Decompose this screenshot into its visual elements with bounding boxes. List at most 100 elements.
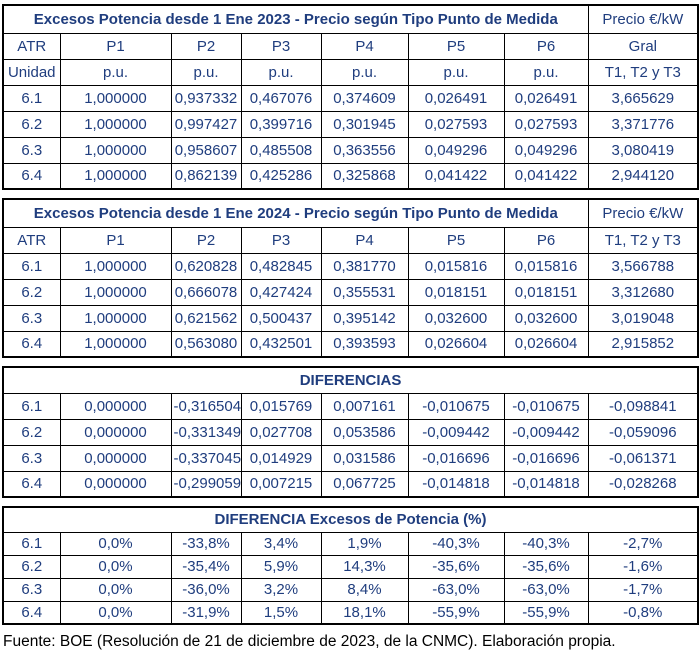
- value-cell: -0,014818: [407, 470, 505, 498]
- value-cell: 0,026604: [407, 330, 505, 358]
- value-cell: 0,067725: [320, 470, 409, 498]
- column-header-p2: P2: [170, 32, 242, 60]
- value-cell: 0,425286: [240, 162, 322, 190]
- value-cell: 0,997427: [170, 110, 242, 138]
- row-label: 6.2: [2, 418, 61, 446]
- value-cell: 0,467076: [240, 84, 322, 112]
- value-cell: 3,4%: [240, 531, 322, 556]
- row-label: 6.2: [2, 110, 61, 138]
- value-cell: -55,9%: [503, 600, 589, 625]
- value-cell: 3,019048: [587, 304, 699, 332]
- value-cell: 0,027708: [240, 418, 322, 446]
- row-label: 6.3: [2, 444, 61, 472]
- value-cell: 0,937332: [170, 84, 242, 112]
- value-cell: 0,041422: [503, 162, 589, 190]
- excesos-2023-header-row: ATR P1 P2 P3 P4 P5 P6 Gral: [2, 32, 699, 60]
- value-cell: 0,621562: [170, 304, 242, 332]
- value-cell: 0,032600: [407, 304, 505, 332]
- diferencia-pct-row-6.4: 6.4 0,0% -31,9% 1,5% 18,1% -55,9% -55,9% -0,8%: [2, 600, 699, 625]
- table-excesos-2023: Excesos Potencia desde 1 Ene 2023 - Prec…: [2, 4, 700, 190]
- column-header-p1: P1: [59, 32, 172, 60]
- value-cell: 0,007161: [320, 392, 409, 420]
- row-label: 6.4: [2, 330, 61, 358]
- column-header-atr: ATR: [2, 32, 61, 60]
- excesos-2024-row-6.2: 6.2 1,000000 0,666078 0,427424 0,355531 0,018…: [2, 278, 699, 306]
- value-cell: 0,000000: [59, 418, 172, 446]
- row-label: 6.1: [2, 392, 61, 420]
- table-diferencias: DIFERENCIAS 6.1 0,000000 -0,316504 0,015769 0…: [2, 366, 700, 498]
- diferencias-row-6.4: 6.4 0,000000 -0,299059 0,007215 0,067725 -0,0…: [2, 470, 699, 498]
- value-cell: 1,000000: [59, 162, 172, 190]
- diferencia-pct-row-6.1: 6.1 0,0% -33,8% 3,4% 1,9% -40,3% -40,3% -2,7%: [2, 531, 699, 556]
- value-cell: -35,4%: [170, 554, 242, 579]
- unit-cell: T1, T2 y T3: [587, 58, 699, 86]
- value-cell: -0,061371: [587, 444, 699, 472]
- value-cell: -0,009442: [407, 418, 505, 446]
- excesos-2023-units-row: Unidad p.u. p.u. p.u. p.u. p.u. p.u. T1, T2 y T…: [2, 58, 699, 86]
- value-cell: -0,337045: [170, 444, 242, 472]
- row-label: 6.4: [2, 470, 61, 498]
- value-cell: -0,059096: [587, 418, 699, 446]
- value-cell: 0,395142: [320, 304, 409, 332]
- value-cell: 0,015816: [407, 252, 505, 280]
- value-cell: 0,027593: [503, 110, 589, 138]
- value-cell: 0,393593: [320, 330, 409, 358]
- value-cell: 0,041422: [407, 162, 505, 190]
- table-diferencia-pct: DIFERENCIA Excesos de Potencia (%) 6.1 0,0…: [2, 506, 700, 625]
- value-cell: 0,0%: [59, 531, 172, 556]
- value-cell: 3,312680: [587, 278, 699, 306]
- diferencias-row-6.3: 6.3 0,000000 -0,337045 0,014929 0,031586 -0,0…: [2, 444, 699, 472]
- value-cell: 0,482845: [240, 252, 322, 280]
- row-label: 6.1: [2, 531, 61, 556]
- value-cell: -0,016696: [407, 444, 505, 472]
- value-cell: 1,000000: [59, 110, 172, 138]
- value-cell: -0,299059: [170, 470, 242, 498]
- value-cell: -0,331349: [170, 418, 242, 446]
- diferencias-row-6.2: 6.2 0,000000 -0,331349 0,027708 0,053586 -0,0…: [2, 418, 699, 446]
- column-header-p5: P5: [407, 32, 505, 60]
- value-cell: 8,4%: [320, 577, 409, 602]
- value-cell: 0,427424: [240, 278, 322, 306]
- value-cell: -0,028268: [587, 470, 699, 498]
- row-label: 6.2: [2, 554, 61, 579]
- value-cell: -0,014818: [503, 470, 589, 498]
- value-cell: -31,9%: [170, 600, 242, 625]
- column-header-p5: P5: [407, 226, 505, 254]
- value-cell: 0,363556: [320, 136, 409, 164]
- value-cell: 0,015769: [240, 392, 322, 420]
- excesos-2023-price-unit-header: Precio €/kW: [587, 4, 699, 34]
- excesos-2023-title-row: Excesos Potencia desde 1 Ene 2023 - Prec…: [2, 4, 699, 34]
- value-cell: 1,000000: [59, 278, 172, 306]
- unit-cell: p.u.: [240, 58, 322, 86]
- value-cell: 0,563080: [170, 330, 242, 358]
- diferencias-row-6.1: 6.1 0,000000 -0,316504 0,015769 0,007161 -0,0…: [2, 392, 699, 420]
- value-cell: 0,0%: [59, 554, 172, 579]
- row-label: 6.4: [2, 600, 61, 625]
- value-cell: -36,0%: [170, 577, 242, 602]
- excesos-2024-row-6.1: 6.1 1,000000 0,620828 0,482845 0,381770 0,015…: [2, 252, 699, 280]
- value-cell: -0,016696: [503, 444, 589, 472]
- value-cell: 0,000000: [59, 470, 172, 498]
- value-cell: 0,018151: [407, 278, 505, 306]
- value-cell: -35,6%: [503, 554, 589, 579]
- value-cell: 0,862139: [170, 162, 242, 190]
- column-header-atr: ATR: [2, 226, 61, 254]
- value-cell: 0,485508: [240, 136, 322, 164]
- value-cell: 0,027593: [407, 110, 505, 138]
- row-label: 6.3: [2, 136, 61, 164]
- unit-cell: p.u.: [407, 58, 505, 86]
- value-cell: -1,6%: [587, 554, 699, 579]
- value-cell: 2,944120: [587, 162, 699, 190]
- value-cell: 0,0%: [59, 600, 172, 625]
- diferencias-title: DIFERENCIAS: [2, 366, 699, 394]
- value-cell: 1,000000: [59, 136, 172, 164]
- value-cell: 0,355531: [320, 278, 409, 306]
- value-cell: 0,031586: [320, 444, 409, 472]
- column-header-gral: Gral: [587, 32, 699, 60]
- column-header-p6: P6: [503, 226, 589, 254]
- value-cell: 18,1%: [320, 600, 409, 625]
- column-header-p3: P3: [240, 32, 322, 60]
- value-cell: -35,6%: [407, 554, 505, 579]
- column-header-p4: P4: [320, 226, 409, 254]
